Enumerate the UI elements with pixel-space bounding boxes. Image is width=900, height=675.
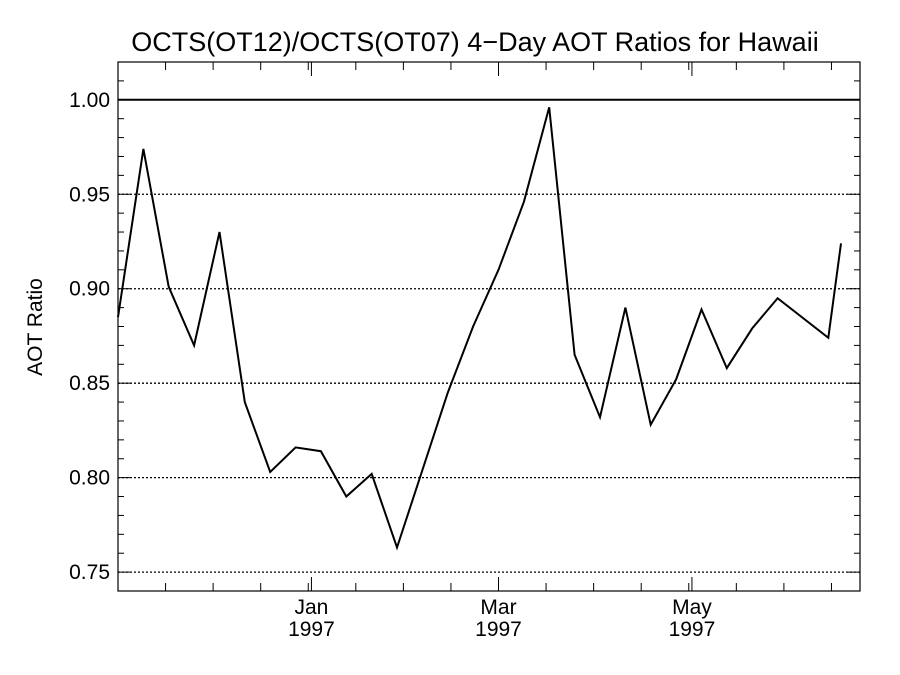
- x-tick-month-label: Mar: [480, 596, 516, 619]
- x-tick-month-label: Jan: [294, 596, 328, 619]
- series-layer: [117, 107, 842, 551]
- x-tick-year-label: 1997: [288, 618, 335, 641]
- y-tick-label: 0.90: [69, 278, 110, 301]
- x-tick-year-label: 1997: [669, 618, 716, 641]
- y-tick-label: 0.75: [69, 561, 110, 584]
- y-axis-label: AOT Ratio: [24, 278, 47, 376]
- x-tick-month-label: May: [672, 596, 712, 619]
- axis-ticks: [118, 61, 860, 592]
- plot-frame: [117, 61, 861, 592]
- y-tick-label: 1.00: [69, 89, 110, 112]
- tick-labels: 0.750.800.850.900.951.00Jan1997Mar1997Ma…: [69, 89, 715, 641]
- x-tick-year-label: 1997: [475, 618, 522, 641]
- y-tick-label: 0.95: [69, 183, 110, 206]
- series-line: [117, 107, 842, 551]
- y-tick-label: 0.80: [69, 467, 110, 490]
- chart-title: OCTS(OT12)/OCTS(OT07) 4−Day AOT Ratios f…: [131, 27, 818, 57]
- grid-lines: [118, 193, 860, 573]
- y-tick-label: 0.85: [69, 372, 110, 395]
